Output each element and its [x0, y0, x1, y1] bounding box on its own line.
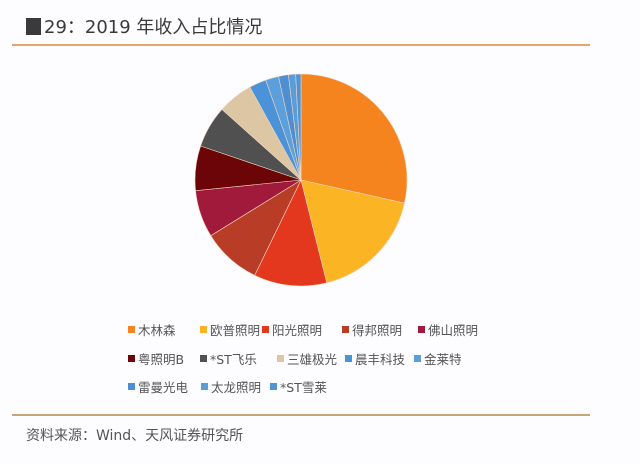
title-divider	[12, 44, 590, 46]
legend-swatch	[201, 383, 208, 390]
legend-item: 金莱特	[414, 349, 462, 368]
pie-slice-12	[295, 73, 302, 181]
legend-label: 得邦照明	[352, 323, 403, 338]
legend-item: 木林森	[128, 320, 176, 339]
legend-label: 雷曼光电	[138, 380, 189, 395]
legend-swatch	[414, 355, 421, 362]
pie-slice-2	[254, 179, 328, 287]
legend-label: 粤照明B	[138, 352, 185, 367]
legend-label: 三雄极光	[287, 352, 338, 367]
legend-label: 金莱特	[424, 352, 462, 367]
legend-label: 太龙照明	[211, 380, 262, 395]
legend-label: *ST飞乐	[210, 352, 257, 367]
legend-item: 太龙照明	[201, 377, 261, 396]
legend-swatch	[262, 326, 269, 333]
legend-item: 晨丰科技	[345, 349, 405, 368]
legend-swatch	[128, 355, 135, 362]
legend-swatch	[200, 326, 207, 333]
legend-item: 阳光照明	[262, 320, 322, 339]
legend-item: 三雄极光	[277, 349, 337, 368]
legend-label: 欧普照明	[210, 323, 261, 338]
legend-label: *ST雪莱	[280, 380, 327, 395]
pie-slice-0	[300, 73, 408, 204]
legend-item: 粤照明B	[128, 349, 184, 368]
legend-swatch	[270, 383, 277, 390]
legend-swatch	[277, 355, 284, 362]
legend-label: 木林森	[138, 323, 176, 338]
footer-divider	[12, 414, 590, 416]
legend-item: 雷曼光电	[128, 377, 188, 396]
legend-swatch	[345, 355, 352, 362]
source-note: 资料来源：Wind、天风证券研究所	[26, 428, 244, 444]
legend-item: 佛山照明	[418, 320, 478, 339]
legend-item: 欧普照明	[200, 320, 260, 339]
legend-label: 阳光照明	[272, 323, 323, 338]
figure-title-text: 29：2019 年收入占比情况	[44, 17, 263, 38]
pie-slice-1	[300, 179, 405, 284]
legend-item: 得邦照明	[342, 320, 402, 339]
legend-swatch	[418, 326, 425, 333]
figure-label-icon	[26, 18, 41, 35]
legend-label: 晨丰科技	[355, 352, 406, 367]
legend-swatch	[128, 383, 135, 390]
legend-item: *ST飞乐	[200, 349, 257, 368]
legend-item: *ST雪莱	[270, 377, 327, 396]
legend-swatch	[200, 355, 207, 362]
legend-swatch	[128, 326, 135, 333]
legend-label: 佛山照明	[428, 323, 479, 338]
figure-title: 29：2019 年收入占比情况	[26, 13, 262, 39]
pie-chart	[194, 73, 408, 287]
legend-swatch	[342, 326, 349, 333]
